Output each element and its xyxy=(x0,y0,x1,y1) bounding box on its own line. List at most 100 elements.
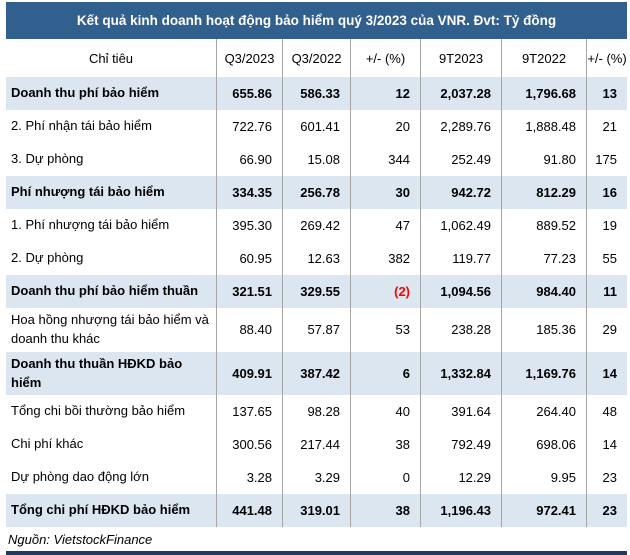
row-value: 252.49 xyxy=(421,143,502,176)
row-value: 329.55 xyxy=(283,275,351,308)
source-note: Nguồn: VietstockFinance xyxy=(8,532,153,548)
row-value: 13 xyxy=(602,86,617,101)
row-value: 409.91 xyxy=(217,351,283,396)
row-value: 319.01 xyxy=(283,494,351,528)
row-value: 1,169.76 xyxy=(502,351,587,396)
row-label: Doanh thu phí bảo hiểm thuần xyxy=(6,275,217,308)
column-header-q3-2022: Q3/2022 xyxy=(283,39,351,77)
table-row: Tổng chi phí HĐKD bảo hiểm 441.48 319.01 38… xyxy=(6,494,627,528)
row-value: 185.36 xyxy=(502,308,587,352)
row-value: 12 xyxy=(351,77,421,110)
column-header-chi-tieu: Chỉ tiêu xyxy=(6,39,217,77)
row-label: Doanh thu phí bảo hiểm xyxy=(6,77,217,110)
table-row: Doanh thu thuần HĐKD bảo hiểm 409.91 387.4… xyxy=(6,351,627,396)
row-value: 6 xyxy=(351,351,421,396)
row-value: 0 xyxy=(351,461,421,495)
row-value: 119.77 xyxy=(421,242,502,275)
table-row: 3. Dự phòng 66.90 15.08 344 252.49 91.80 175 xyxy=(6,143,627,176)
column-header-9t2023: 9T2023 xyxy=(421,39,502,77)
row-value: 1,796.68 xyxy=(502,77,587,110)
row-value: 88.40 xyxy=(217,308,283,352)
row-label: Chi phí khác xyxy=(6,428,217,462)
row-value: 77.23 xyxy=(502,242,587,275)
table-row: Phí nhượng tái bảo hiểm 334.35 256.78 30 942… xyxy=(6,176,627,209)
row-value: 3.29 xyxy=(283,461,351,495)
column-header-9t2022: 9T2022 xyxy=(502,39,587,77)
row-value: 2,037.28 xyxy=(421,77,502,110)
row-value: 217.44 xyxy=(283,428,351,462)
row-value: 382 xyxy=(351,242,421,275)
row-label: 1. Phí nhượng tái bảo hiểm xyxy=(6,209,217,242)
row-value: 601.41 xyxy=(283,110,351,143)
row-value: 55 xyxy=(602,251,617,266)
row-value: (2) xyxy=(351,275,421,308)
table-row: 1. Phí nhượng tái bảo hiểm 395.30 269.42 47… xyxy=(6,209,627,242)
row-value: 29 xyxy=(602,322,617,338)
row-value: 57.87 xyxy=(283,308,351,352)
row-value: 137.65 xyxy=(217,395,283,429)
row-value: 972.41 xyxy=(502,494,587,528)
row-value: 395.30 xyxy=(217,209,283,242)
row-value: 655.86 xyxy=(217,77,283,110)
row-value: 586.33 xyxy=(283,77,351,110)
row-value: 391.64 xyxy=(421,395,502,429)
row-value: 66.90 xyxy=(217,143,283,176)
row-label: Phí nhượng tái bảo hiểm xyxy=(6,176,217,209)
row-label: 3. Dự phòng xyxy=(6,143,217,176)
row-value: 1,332.84 xyxy=(421,351,502,396)
row-value: 256.78 xyxy=(283,176,351,209)
row-value: 19 xyxy=(602,218,617,233)
table-title: Kết quả kinh doanh hoạt động bảo hiểm qu… xyxy=(6,2,627,39)
row-value: 175 xyxy=(595,152,617,167)
row-value: 334.35 xyxy=(217,176,283,209)
table-header-row: Chỉ tiêu Q3/2023 Q3/2022 +/- (%) 9T2023 … xyxy=(6,39,627,77)
table-row: 2. Phí nhận tái bảo hiểm 722.76 601.41 20 2,… xyxy=(6,110,627,143)
row-label: Tổng chi phí HĐKD bảo hiểm xyxy=(6,494,217,528)
row-value: 60.95 xyxy=(217,242,283,275)
row-value: 15.08 xyxy=(283,143,351,176)
table-body: Doanh thu phí bảo hiểm 655.86 586.33 12 2,03… xyxy=(6,77,627,528)
row-label: Doanh thu thuần HĐKD bảo hiểm xyxy=(6,351,217,396)
row-label: Tổng chi bồi thường bảo hiểm xyxy=(6,395,217,429)
row-value: 53 xyxy=(351,308,421,352)
table-row: Hoa hồng nhượng tái bảo hiểm và doanh th… xyxy=(6,308,627,352)
row-value: 387.42 xyxy=(283,351,351,396)
row-value: 16 xyxy=(602,185,617,200)
row-value: 98.28 xyxy=(283,395,351,429)
column-header-q3-2023: Q3/2023 xyxy=(217,39,283,77)
table-row: Doanh thu phí bảo hiểm thuần 321.51 329.55… xyxy=(6,275,627,308)
row-value: 23 xyxy=(602,503,617,519)
row-label: 2. Dự phòng xyxy=(6,242,217,275)
table-row: 2. Dự phòng 60.95 12.63 382 119.77 77.23 55 xyxy=(6,242,627,275)
row-value: 38 xyxy=(351,428,421,462)
row-value: 40 xyxy=(351,395,421,429)
table-row: Tổng chi bồi thường bảo hiểm 137.65 98.28 4… xyxy=(6,395,627,429)
row-value: 9.95 xyxy=(502,461,587,495)
row-label: Hoa hồng nhượng tái bảo hiểm và doanh th… xyxy=(6,308,217,352)
row-value: 12.29 xyxy=(421,461,502,495)
row-value: 20 xyxy=(351,110,421,143)
row-value: 47 xyxy=(351,209,421,242)
row-value: 792.49 xyxy=(421,428,502,462)
row-value: 12.63 xyxy=(283,242,351,275)
row-value: 238.28 xyxy=(421,308,502,352)
row-value: 889.52 xyxy=(502,209,587,242)
row-value: 23 xyxy=(602,470,617,486)
report-sheet: Kết quả kinh doanh hoạt động bảo hiểm qu… xyxy=(6,2,627,555)
row-value: 1,062.49 xyxy=(421,209,502,242)
row-value: 1,196.43 xyxy=(421,494,502,528)
row-value: 21 xyxy=(602,119,617,134)
table-row: Dự phòng dao động lớn 3.28 3.29 0 12.29 9.95 2… xyxy=(6,461,627,495)
row-value: 269.42 xyxy=(283,209,351,242)
row-value: 698.06 xyxy=(502,428,587,462)
row-value: 722.76 xyxy=(217,110,283,143)
row-value: 344 xyxy=(351,143,421,176)
row-value: 441.48 xyxy=(217,494,283,528)
row-value: 3.28 xyxy=(217,461,283,495)
row-value: 48 xyxy=(602,404,617,420)
table-row: Chi phí khác 300.56 217.44 38 792.49 698.06 14 xyxy=(6,428,627,462)
row-value: 300.56 xyxy=(217,428,283,462)
row-value: 321.51 xyxy=(217,275,283,308)
row-value: 942.72 xyxy=(421,176,502,209)
row-value: 14 xyxy=(602,366,617,382)
